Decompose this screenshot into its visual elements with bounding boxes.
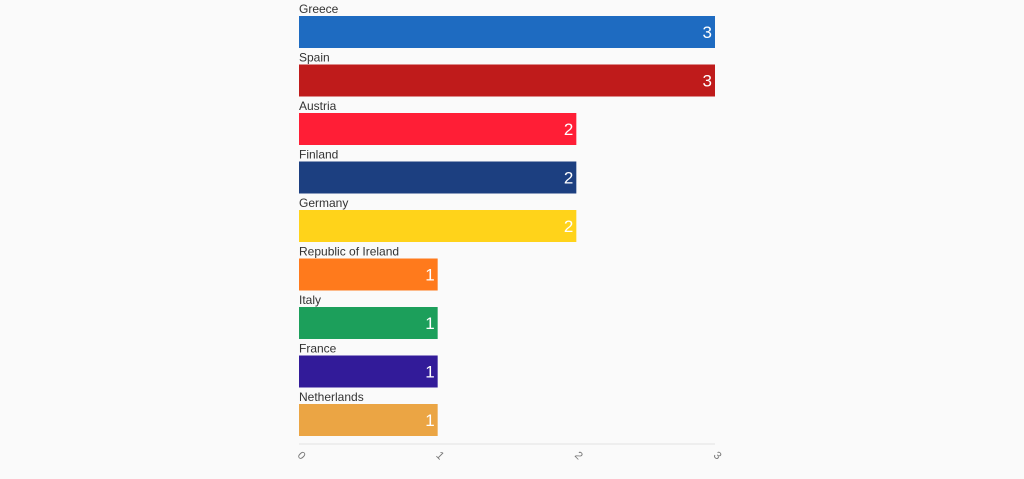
bar-row: Germany 2 [299, 196, 577, 242]
value-label: 2 [564, 169, 573, 188]
value-label: 1 [425, 363, 434, 382]
bar-row: Finland 2 [299, 148, 577, 194]
value-label: 1 [425, 314, 434, 333]
bar-row: Netherlands 1 [299, 390, 438, 436]
category-label: Netherlands [299, 390, 364, 404]
x-tick-label: 3 [711, 449, 724, 462]
category-label: France [299, 342, 337, 356]
value-label: 2 [564, 217, 573, 236]
bar-row: Spain 3 [299, 51, 715, 97]
x-tick-label: 1 [433, 449, 446, 462]
bars-layer: Greece 3 Spain 3 Austria 2 Finland 2 Germany 2 Rep… [299, 2, 715, 436]
category-label: Republic of Ireland [299, 245, 399, 259]
bar [299, 16, 715, 48]
x-axis-ticks: 0 1 2 3 [295, 449, 724, 462]
category-label: Finland [299, 148, 338, 162]
bar [299, 210, 577, 242]
category-label: Spain [299, 51, 330, 65]
bar [299, 404, 438, 436]
value-label: 3 [703, 72, 712, 91]
bar [299, 307, 438, 339]
bar-row: France 1 [299, 342, 438, 388]
value-label: 2 [564, 120, 573, 139]
value-label: 3 [703, 23, 712, 42]
bar [299, 64, 715, 97]
bar [299, 113, 577, 145]
category-label: Italy [299, 293, 321, 307]
x-tick-label: 2 [572, 449, 585, 462]
value-label: 1 [425, 411, 434, 430]
bar-row: Italy 1 [299, 293, 438, 339]
category-label: Germany [299, 196, 348, 210]
x-tick-label: 0 [295, 449, 308, 462]
bar-row: Greece 3 [299, 2, 715, 48]
bar [299, 258, 438, 291]
value-label: 1 [425, 266, 434, 285]
category-label: Austria [299, 99, 337, 113]
bar [299, 161, 577, 194]
bar-row: Republic of Ireland 1 [299, 245, 438, 291]
bar-row: Austria 2 [299, 99, 577, 145]
bar [299, 355, 438, 388]
category-label: Greece [299, 2, 339, 16]
